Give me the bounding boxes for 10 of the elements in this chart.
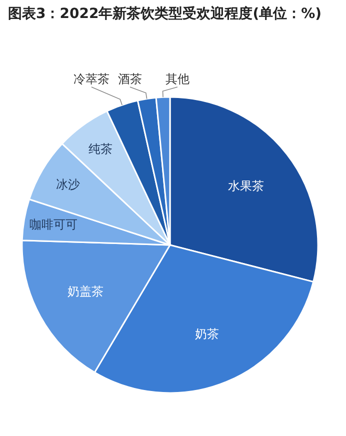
slice-label: 其他 xyxy=(165,72,190,86)
slice-label: 冰沙 xyxy=(56,178,80,192)
chart-title: 图表3：2022年新茶饮类型受欢迎程度(单位：%) xyxy=(8,5,322,22)
slice-label: 纯茶 xyxy=(88,142,112,156)
slice-label: 咖啡可可 xyxy=(29,218,78,232)
slice-label: 冷萃茶 xyxy=(73,72,110,86)
slice-label: 奶茶 xyxy=(194,326,219,341)
slice-label: 酒茶 xyxy=(118,72,142,86)
slice-label: 奶盖茶 xyxy=(68,284,104,298)
slice-label: 水果茶 xyxy=(228,179,264,194)
